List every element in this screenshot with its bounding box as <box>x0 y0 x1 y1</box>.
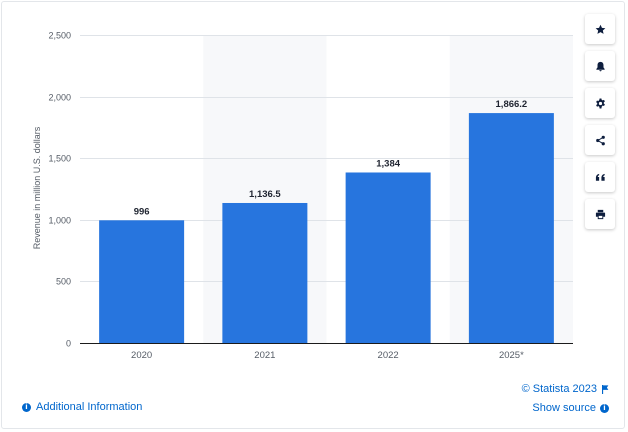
share-icon <box>595 135 606 146</box>
copyright-label: © Statista 2023 <box>521 383 597 395</box>
x-tick-label: 2021 <box>254 350 275 361</box>
bar <box>222 202 308 343</box>
x-tick-label: 2022 <box>378 350 399 361</box>
info-icon: i <box>22 402 31 412</box>
y-axis-title: Revenue in million U.S. dollars <box>32 126 42 249</box>
quote-icon <box>595 172 606 183</box>
gear-icon <box>595 97 606 109</box>
settings-button[interactable] <box>585 88 615 118</box>
chart-toolbar <box>585 14 615 236</box>
bell-icon <box>595 61 606 72</box>
flag-icon <box>601 384 609 394</box>
data-label: 1,866.2 <box>496 99 528 110</box>
favorite-button[interactable] <box>585 14 615 44</box>
data-label: 996 <box>134 206 150 217</box>
y-tick-label: 2,000 <box>48 93 71 103</box>
info-icon: i <box>600 403 609 413</box>
y-tick-label: 1,000 <box>48 216 71 226</box>
print-button[interactable] <box>585 199 615 229</box>
bar <box>345 172 431 343</box>
notification-button[interactable] <box>585 51 615 81</box>
y-tick-label: 500 <box>56 277 71 287</box>
star-icon <box>595 24 606 35</box>
show-source-label: Show source <box>532 402 596 414</box>
y-tick-label: 2,500 <box>48 31 71 41</box>
print-icon <box>595 209 606 220</box>
data-label: 1,384 <box>376 158 400 169</box>
x-tick-label: 2020 <box>131 350 152 361</box>
bar <box>99 220 185 343</box>
additional-information-label: Additional Information <box>36 401 143 413</box>
bar <box>468 113 554 343</box>
y-tick-label: 0 <box>66 339 71 349</box>
cite-button[interactable] <box>585 162 615 192</box>
y-tick-label: 1,500 <box>48 154 71 164</box>
share-button[interactable] <box>585 125 615 155</box>
show-source-link[interactable]: Show source i <box>532 402 609 414</box>
copyright-link[interactable]: © Statista 2023 <box>522 383 609 395</box>
additional-information-link[interactable]: i Additional Information <box>22 401 142 413</box>
x-tick-label: 2025* <box>499 350 524 361</box>
data-label: 1,136.5 <box>249 189 281 200</box>
